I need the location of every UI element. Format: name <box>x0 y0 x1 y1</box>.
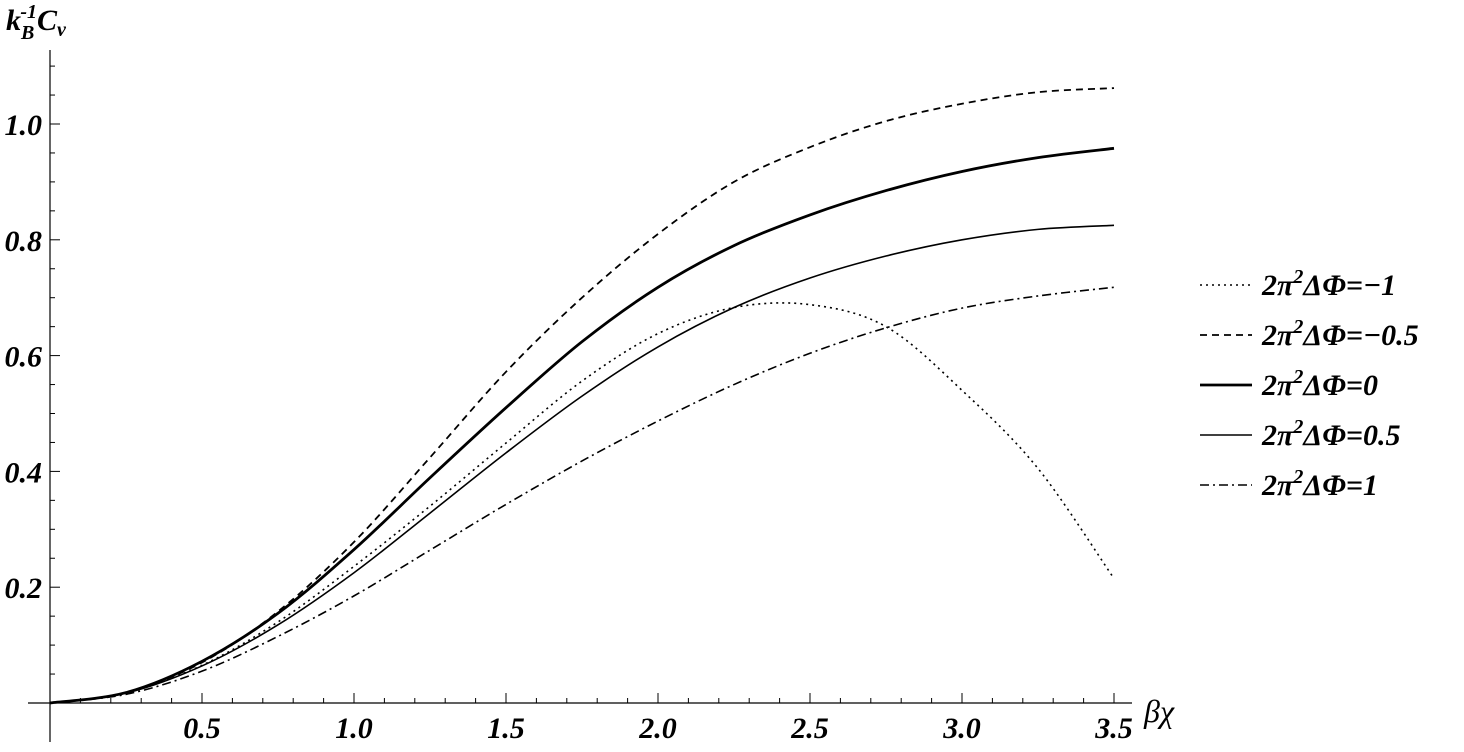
legend-label: 2π2ΔΦ=−0.5 <box>1261 316 1419 352</box>
x-tick-label: 1.5 <box>487 712 525 745</box>
series-line-3 <box>49 146 1115 705</box>
series-lines <box>49 87 1115 705</box>
x-tick-label: 3.5 <box>1094 712 1133 745</box>
y-tick-label: 0.2 <box>5 572 43 605</box>
legend: 2π2ΔΦ=−1 2π2ΔΦ=−0.5 2π2ΔΦ=0 2π2ΔΦ=0.5 2π2ΔΦ=… <box>1200 266 1419 502</box>
legend-label: 2π2ΔΦ=−1 <box>1261 266 1396 302</box>
x-tick-label: 3.0 <box>942 712 981 745</box>
legend-item: 2π2ΔΦ=0 <box>1200 366 1378 402</box>
x-tick-label: 0.5 <box>183 712 221 745</box>
legend-item: 2π2ΔΦ=0.5 <box>1200 416 1400 452</box>
tick-labels: 0.5 1.0 1.5 2.0 2.5 3.0 3.5 0.2 0.4 0.6 0.8 1.0 <box>5 109 1133 745</box>
legend-label: 2π2ΔΦ=0.5 <box>1261 416 1400 452</box>
legend-item: 2π2ΔΦ=1 <box>1200 466 1378 502</box>
y-tick-label: 0.8 <box>5 225 43 258</box>
x-axis-label: βχ <box>1143 693 1175 729</box>
ticks <box>50 65 1115 703</box>
series-line-4 <box>49 224 1115 704</box>
x-tick-label: 2.5 <box>790 712 829 745</box>
legend-label: 2π2ΔΦ=1 <box>1261 466 1378 502</box>
legend-label: 2π2ΔΦ=0 <box>1261 366 1378 402</box>
x-tick-label: 1.0 <box>335 712 373 745</box>
y-tick-label: 1.0 <box>5 109 43 142</box>
series-line-1 <box>49 302 1115 704</box>
axes <box>28 50 1132 742</box>
x-tick-label: 2.0 <box>638 712 677 745</box>
legend-item: 2π2ΔΦ=−0.5 <box>1200 316 1419 352</box>
series-line-5 <box>49 286 1115 704</box>
y-tick-label: 0.4 <box>5 456 43 489</box>
y-tick-label: 0.6 <box>5 341 43 374</box>
y-axis-label: kB-1Cv <box>6 1 67 44</box>
legend-item: 2π2ΔΦ=−1 <box>1200 266 1396 302</box>
